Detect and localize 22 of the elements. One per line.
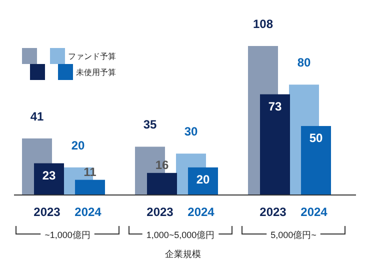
legend-label: ファンド予算 (68, 52, 116, 61)
data-label: 80 (297, 56, 311, 70)
x-tick-label: 2024 (74, 205, 102, 219)
x-tick-label: 2023 (146, 205, 174, 219)
data-label: 23 (42, 168, 56, 182)
data-label: 73 (268, 99, 282, 114)
x-axis-title: 企業規模 (165, 249, 201, 259)
data-label: 35 (143, 118, 157, 132)
data-label: 20 (196, 172, 210, 186)
x-tick-label: 2023 (260, 205, 287, 219)
data-label: 30 (184, 124, 198, 139)
data-label: 108 (252, 17, 274, 31)
x-tick-label: 2023 (34, 205, 61, 219)
x-tick-label: 2024 (188, 205, 215, 219)
text: 1,000~5,000億円 (146, 230, 215, 240)
legend-label: 未使用予算 (76, 68, 116, 77)
text: ~1,000億円 (44, 230, 90, 240)
data-label: 41 (30, 109, 44, 124)
x-tick-label: 2024 (300, 205, 328, 219)
data-label: 20 (71, 138, 85, 152)
text: 5,000億円~ (270, 230, 316, 240)
data-label: 50 (309, 131, 323, 146)
